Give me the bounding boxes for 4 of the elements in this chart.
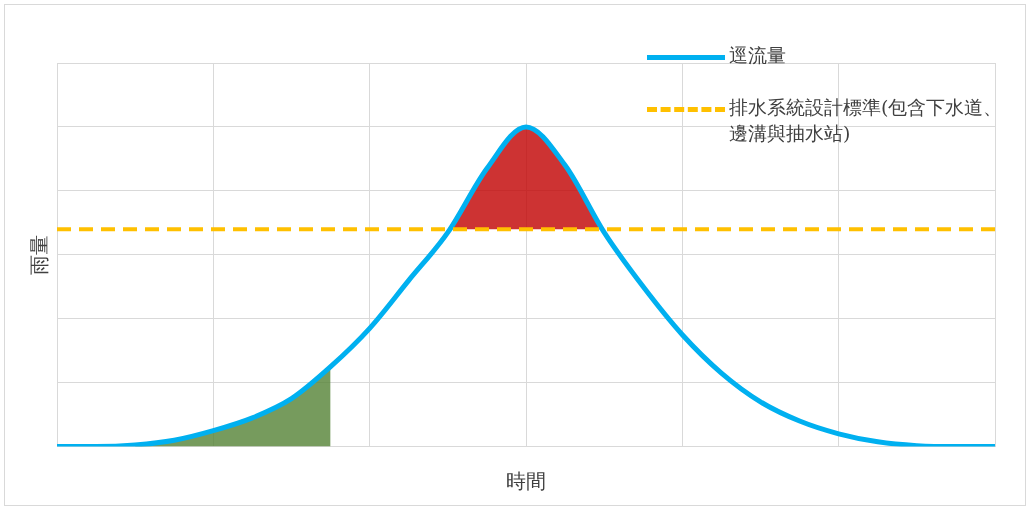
x-axis-title: 時間 [506,469,546,494]
legend-label: 排水系統設計標準(包含下水道、邊溝與抽水站) [729,95,1004,146]
legend-label: 逕流量 [729,43,787,68]
y-axis-title: 雨量 [27,234,52,275]
